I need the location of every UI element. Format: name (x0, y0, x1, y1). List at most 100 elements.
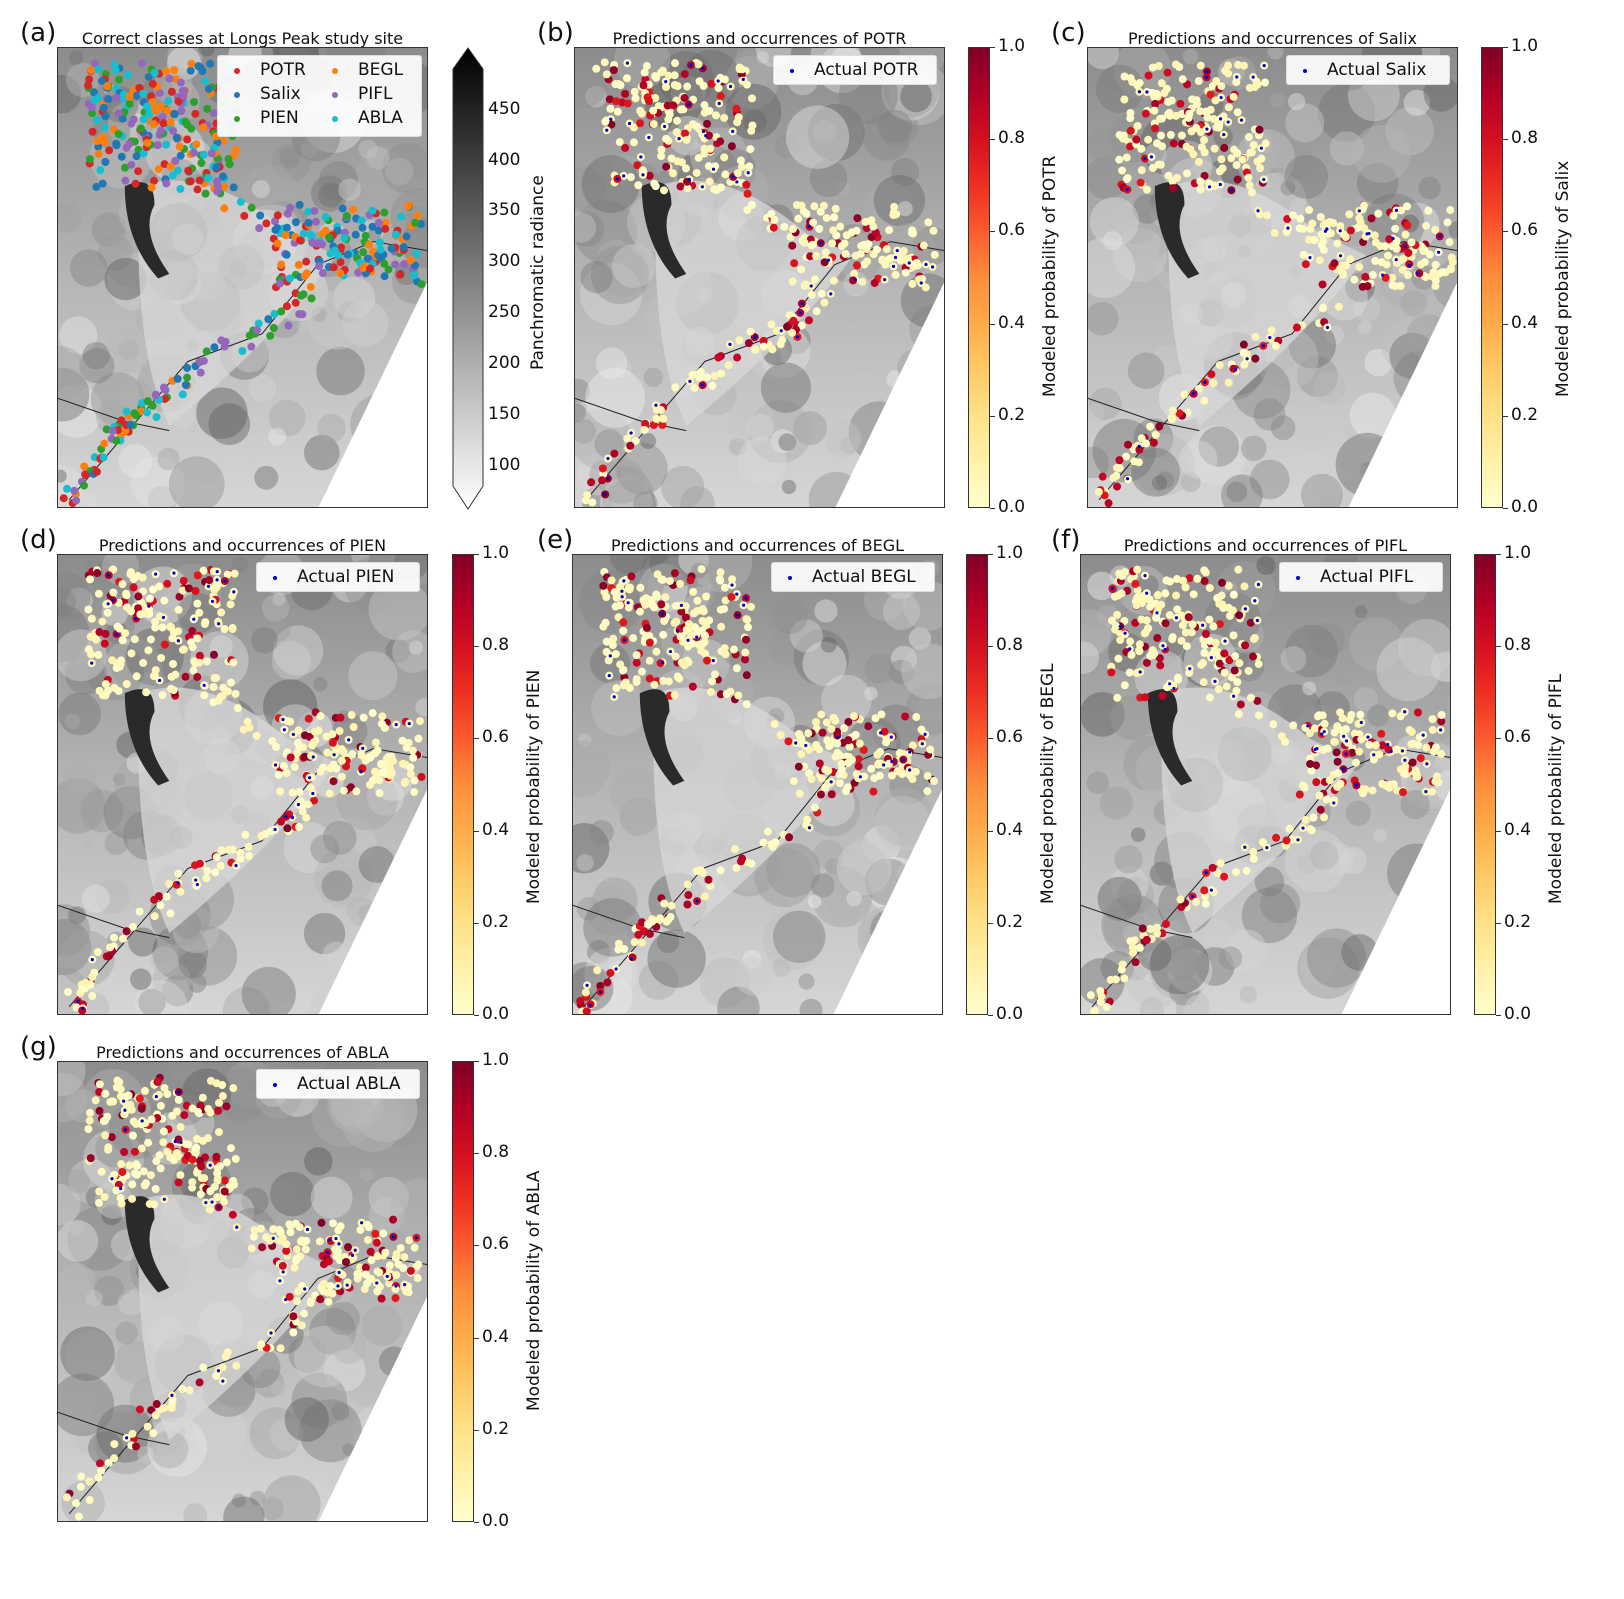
actual-occurrence-point (1137, 90, 1142, 94)
prediction-point (1209, 622, 1218, 631)
prediction-point (104, 1458, 113, 1467)
prediction-point (708, 677, 717, 686)
prediction-point (817, 289, 826, 298)
prediction-point (731, 845, 740, 854)
prediction-point (1242, 866, 1251, 875)
legend-item-actual: Actual PIFL (1296, 569, 1413, 586)
colorbar-tick-label: 0.8 (482, 635, 510, 656)
actual-occurrence-point (1255, 618, 1259, 623)
prediction-point (1445, 238, 1454, 247)
prediction-point (295, 1223, 304, 1232)
prediction-point (854, 755, 863, 764)
prediction-point (704, 875, 713, 884)
prediction-point (236, 854, 245, 863)
prediction-point (1235, 659, 1244, 668)
prediction-point (154, 892, 163, 901)
prediction-point (1217, 155, 1226, 164)
legend-label: Actual Salix (1327, 60, 1427, 80)
prediction-point (377, 719, 386, 728)
sample-point (99, 103, 108, 112)
prediction-point (694, 153, 703, 162)
prediction-point (1337, 262, 1346, 271)
actual-occurrence-point (1332, 801, 1336, 805)
actual-occurrence-point (1110, 586, 1115, 590)
prediction-point (1261, 78, 1270, 87)
actual-occurrence-point (1251, 75, 1255, 79)
prediction-point (160, 640, 169, 649)
prediction-point (769, 223, 778, 232)
prediction-point (645, 929, 654, 938)
prediction-point (137, 1120, 146, 1129)
actual-occurrence-point (1218, 182, 1222, 187)
prediction-point (371, 1229, 380, 1238)
prediction-point (790, 259, 799, 268)
prediction-point (121, 1108, 130, 1117)
legend-item-actual: Actual BEGL (788, 569, 916, 586)
prediction-point (124, 1091, 133, 1100)
prediction-point (1361, 785, 1370, 794)
legend-marker (332, 91, 338, 98)
prediction-point (158, 623, 167, 632)
prediction-point (728, 575, 737, 584)
actual-occurrence-point (385, 1274, 389, 1278)
prediction-point (844, 718, 853, 727)
prediction-point (181, 672, 190, 681)
sample-point (334, 251, 343, 260)
map-area (574, 47, 945, 508)
sample-point (97, 76, 106, 85)
prediction-point (1115, 131, 1124, 140)
prediction-point (702, 592, 711, 601)
prediction-point (301, 1245, 310, 1254)
prediction-point (1333, 239, 1342, 248)
prediction-point (615, 601, 624, 610)
actual-occurrence-point (735, 592, 739, 596)
sample-point (87, 66, 96, 75)
prediction-point (233, 704, 242, 713)
prediction-point (85, 1477, 94, 1486)
prediction-point (1130, 457, 1139, 466)
prediction-point (831, 738, 840, 747)
prediction-point (367, 1256, 376, 1265)
actual-occurrence-point (111, 598, 115, 602)
prediction-point (1312, 778, 1321, 787)
prediction-point (1169, 406, 1178, 415)
actual-occurrence-point (1416, 272, 1420, 276)
legend-label: PIFL (358, 84, 393, 104)
prediction-point (1225, 656, 1234, 665)
prediction-point (103, 1112, 112, 1121)
prediction-point (607, 120, 616, 129)
actual-occurrence-point (90, 957, 94, 962)
prediction-point (195, 859, 204, 868)
legend-label: Actual BEGL (812, 567, 916, 587)
actual-occurrence-point (202, 683, 206, 687)
actual-occurrence-point (1367, 231, 1371, 236)
sample-point (210, 343, 219, 352)
prediction-point (376, 760, 385, 769)
prediction-point (705, 106, 714, 115)
colorbar-tick-mark (474, 922, 479, 924)
actual-occurrence-point (206, 584, 211, 589)
prediction-point (282, 769, 291, 778)
prediction-point (294, 823, 303, 832)
prediction-point (324, 1257, 333, 1266)
prediction-point (132, 1160, 141, 1169)
prediction-point (1296, 214, 1305, 223)
prediction-point (716, 352, 725, 361)
sample-point (151, 390, 160, 399)
prediction-point (147, 1171, 156, 1180)
prediction-point (373, 1252, 382, 1261)
sample-point (139, 115, 148, 124)
prediction-point (1322, 795, 1331, 804)
prediction-point (135, 1094, 144, 1103)
prediction-point (1332, 748, 1341, 757)
actual-occurrence-point (194, 878, 198, 882)
prediction-point (1120, 974, 1129, 983)
sample-point (307, 294, 316, 303)
prediction-point (1306, 759, 1315, 768)
legend-marker (234, 67, 240, 74)
actual-occurrence-point (1223, 639, 1227, 643)
prediction-point (129, 583, 138, 592)
prediction-point (108, 565, 117, 574)
prediction-point (1446, 264, 1455, 273)
prediction-point (212, 580, 221, 589)
